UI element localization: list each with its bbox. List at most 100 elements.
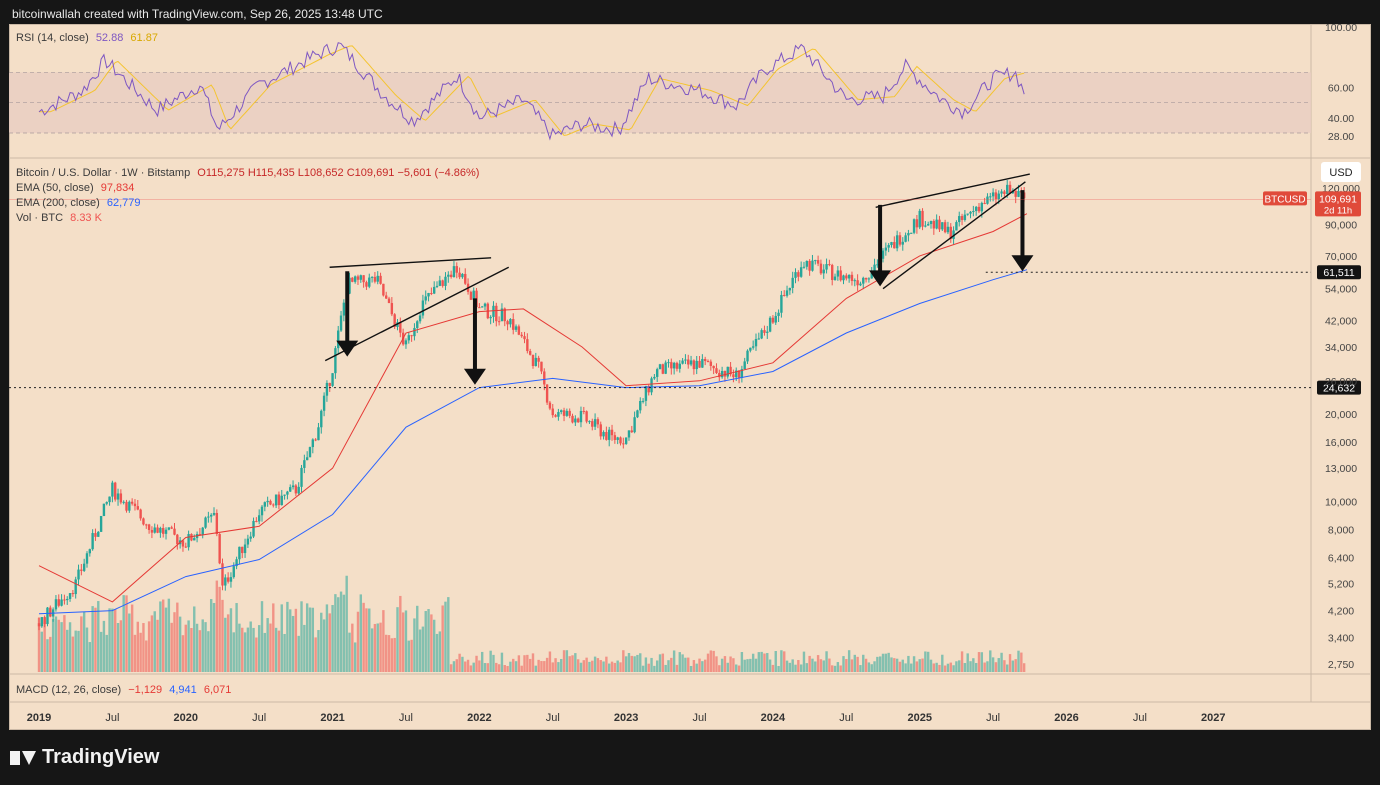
volume-bar bbox=[895, 658, 899, 672]
volume-bar bbox=[969, 661, 972, 672]
volume-bar bbox=[602, 661, 605, 672]
candle-body bbox=[845, 275, 848, 279]
candle-body bbox=[972, 210, 975, 212]
volume-bar bbox=[740, 652, 744, 672]
candle-body bbox=[915, 219, 919, 228]
volume-bar bbox=[46, 639, 49, 672]
volume-bar bbox=[574, 653, 577, 672]
volume-bar bbox=[512, 658, 515, 672]
candle-body bbox=[943, 222, 947, 233]
volume-bar bbox=[636, 654, 639, 672]
volume-bar bbox=[718, 665, 721, 672]
volume-bar bbox=[712, 650, 715, 672]
candle-body bbox=[368, 277, 371, 287]
volume-bar bbox=[723, 656, 727, 672]
candle-body bbox=[503, 308, 506, 322]
volume-bar bbox=[1020, 652, 1023, 672]
volume-bar bbox=[88, 642, 92, 672]
candle-body bbox=[593, 419, 597, 427]
volume-bar bbox=[54, 616, 58, 672]
volume-bar bbox=[952, 665, 955, 672]
candle-body bbox=[777, 312, 780, 316]
candle-body bbox=[963, 214, 967, 221]
candle-body bbox=[167, 527, 171, 530]
candle-body bbox=[938, 219, 941, 230]
candle-body bbox=[353, 276, 357, 282]
candle-body bbox=[204, 517, 207, 528]
candle-body bbox=[639, 401, 642, 411]
candle-body bbox=[785, 290, 789, 296]
volume-bar bbox=[413, 618, 416, 672]
volume-value: 8.33 K bbox=[70, 212, 102, 224]
candle-body bbox=[266, 500, 269, 503]
level-tag-bg bbox=[1317, 380, 1361, 395]
volume-bar bbox=[235, 603, 238, 672]
candle-body bbox=[37, 623, 41, 627]
candle-body bbox=[732, 374, 735, 378]
volume-bar bbox=[66, 629, 69, 672]
candle-body bbox=[370, 276, 374, 278]
candle-body bbox=[201, 527, 204, 535]
candle-body bbox=[870, 271, 873, 279]
volume-bar bbox=[791, 659, 794, 672]
candle-body bbox=[128, 501, 131, 511]
candle-body bbox=[989, 196, 992, 198]
candle-body bbox=[427, 293, 430, 297]
candle-body bbox=[718, 372, 721, 378]
volume-bar bbox=[105, 634, 108, 672]
tradingview-logo[interactable]: TradingView bbox=[10, 746, 159, 769]
time-tick-0: 2019 bbox=[27, 712, 51, 724]
volume-bar bbox=[382, 610, 385, 672]
candle-body bbox=[362, 275, 365, 283]
candle-body bbox=[918, 210, 921, 228]
volume-bar bbox=[706, 653, 710, 672]
volume-bar bbox=[424, 611, 427, 672]
candle-body bbox=[703, 358, 707, 361]
candle-body bbox=[910, 232, 913, 234]
volume-bar bbox=[904, 663, 907, 672]
candle-body bbox=[130, 501, 134, 504]
volume-bar bbox=[246, 627, 250, 672]
rsi-legend: RSI (14, close) 52.88 61.87 bbox=[16, 32, 158, 44]
volume-bar bbox=[221, 599, 224, 672]
candle-body bbox=[410, 335, 413, 337]
candle-body bbox=[531, 354, 535, 367]
volume-bar bbox=[430, 614, 433, 672]
volume-bar bbox=[458, 653, 461, 672]
volume-bar bbox=[955, 661, 958, 672]
candle-body bbox=[737, 370, 741, 378]
candle-body bbox=[385, 295, 388, 299]
volume-bar bbox=[560, 658, 563, 672]
candle-body bbox=[512, 319, 515, 330]
volume-bar bbox=[946, 663, 950, 672]
volume-bar bbox=[562, 650, 566, 672]
candle-body bbox=[698, 360, 701, 368]
tradingview-brand: TradingView bbox=[42, 746, 160, 768]
volume-bar bbox=[887, 652, 890, 672]
arrow-down-2024 bbox=[869, 204, 892, 287]
candle-body bbox=[805, 260, 809, 267]
rsi-tick-40.00: 40.00 bbox=[1328, 113, 1354, 125]
candle-body bbox=[469, 291, 473, 300]
candle-body bbox=[88, 549, 92, 554]
volume-bar bbox=[136, 621, 139, 672]
candle-body bbox=[766, 331, 769, 333]
volume-bar bbox=[71, 636, 75, 672]
candle-body bbox=[751, 346, 755, 348]
volume-bar bbox=[523, 655, 526, 672]
volume-bar bbox=[297, 635, 300, 672]
volume-bar bbox=[150, 615, 154, 672]
volume-bar bbox=[675, 664, 679, 672]
volume-bar bbox=[60, 622, 63, 672]
candle-body bbox=[980, 202, 984, 212]
symbol-label[interactable]: Bitcoin / U.S. Dollar · 1W · Bitstamp bbox=[16, 167, 191, 179]
candle-body bbox=[822, 269, 825, 274]
time-tick-4: 2021 bbox=[320, 712, 344, 724]
wedge-2021-lower bbox=[324, 266, 510, 362]
volume-bar bbox=[958, 660, 961, 672]
candle-body bbox=[788, 287, 792, 291]
volume-bar bbox=[912, 656, 916, 672]
volume-bar bbox=[867, 662, 871, 672]
volume-bar bbox=[164, 607, 168, 672]
